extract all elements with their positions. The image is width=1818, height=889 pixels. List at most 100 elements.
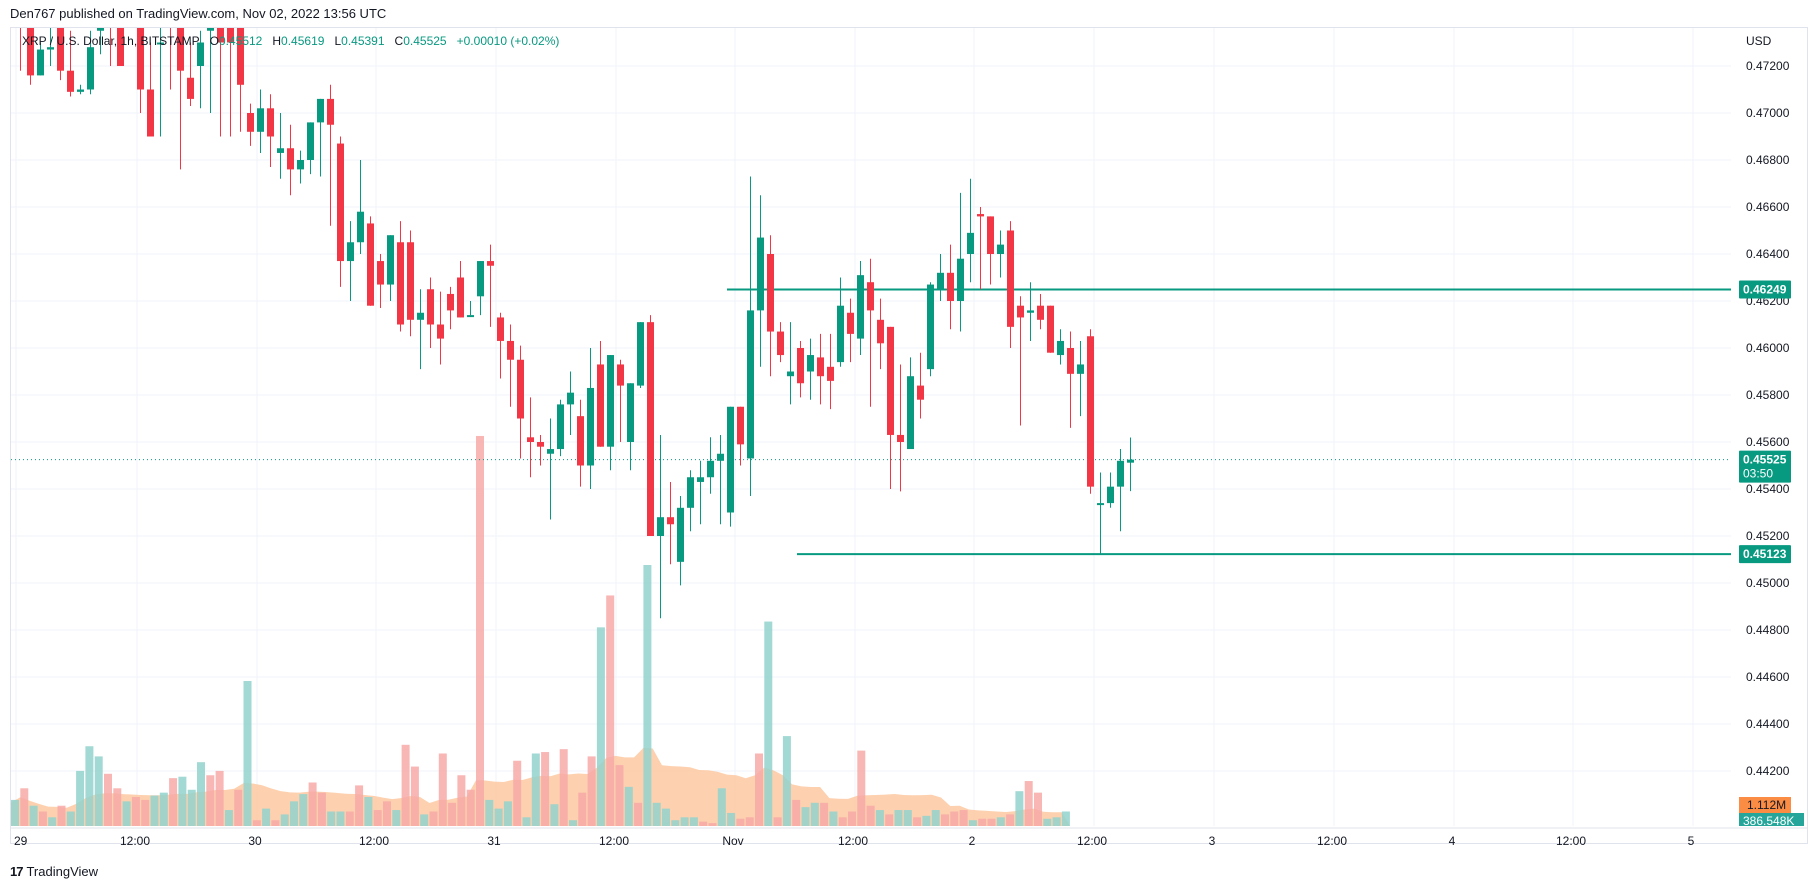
candle-body: [867, 282, 874, 311]
volume-bar: [476, 435, 484, 826]
candle-body: [367, 223, 374, 306]
volume-bar: [299, 794, 308, 826]
price-tick: 0.44200: [1746, 764, 1790, 778]
volume-bar: [141, 799, 150, 826]
low-value: 0.45391: [341, 34, 385, 48]
volume-bar: [76, 770, 85, 826]
candle-body: [507, 340, 514, 360]
time-tick: 5: [1688, 834, 1695, 848]
candle-body: [937, 272, 944, 290]
volume-bar: [169, 778, 178, 826]
volume-bar: [485, 799, 494, 826]
volume-bar: [457, 775, 466, 826]
candle-body: [857, 275, 864, 339]
volume-bar: [959, 810, 968, 826]
volume-bar: [848, 811, 856, 826]
footer-brand[interactable]: 17 TradingView: [10, 864, 98, 879]
candle-body: [97, 28, 104, 31]
candle-body: [1007, 230, 1014, 327]
candle-body: [307, 122, 314, 160]
volume-bar: [820, 802, 829, 826]
volume-bar: [373, 810, 382, 826]
volume-bar: [494, 808, 503, 826]
time-tick: 12:00: [1317, 834, 1347, 848]
candle-body: [17, 19, 24, 24]
volume-bar: [643, 565, 652, 826]
tradingview-logo-icon: 17: [10, 864, 24, 879]
volume-bar: [717, 788, 726, 826]
plot-area[interactable]: [11, 0, 1731, 826]
volume-bar: [801, 807, 810, 826]
close-value: 0.45525: [403, 34, 447, 48]
candle-body: [337, 143, 344, 262]
candle-body: [627, 383, 634, 442]
candle-body: [587, 387, 594, 466]
candle-body: [1057, 340, 1064, 356]
candle-body: [407, 242, 414, 320]
volume-bar: [513, 760, 522, 826]
candle-body: [777, 331, 784, 356]
volume-bar: [559, 749, 568, 826]
candle-body: [1017, 305, 1024, 318]
volume-bar: [1061, 811, 1070, 826]
volume-bar: [596, 627, 605, 826]
time-tick: 4: [1449, 834, 1456, 848]
volume-bar: [1043, 818, 1052, 826]
volume-bar: [271, 820, 280, 826]
candle-body: [1107, 486, 1114, 504]
candle-body: [497, 317, 504, 341]
symbol-title[interactable]: XRP / U.S. Dollar, 1h, BITSTAMP: [22, 34, 200, 48]
volume-bar: [680, 817, 689, 826]
volume-bar: [708, 823, 717, 826]
volume-bar: [66, 811, 75, 826]
price-tick: 0.47200: [1746, 59, 1790, 73]
candle-body: [787, 371, 794, 377]
volume-bar: [885, 814, 894, 826]
candle-body: [567, 392, 574, 405]
price-tick: 0.45200: [1746, 529, 1790, 543]
volume-bar: [727, 812, 736, 826]
volume-ma-badge-bg: [1739, 797, 1791, 813]
candle-body: [357, 211, 364, 243]
volume-bar: [401, 744, 410, 826]
volume-bar: [950, 811, 959, 826]
candle-body: [597, 364, 604, 447]
volume-bar: [317, 792, 326, 826]
volume-bar: [615, 765, 624, 826]
volume-bar: [104, 773, 112, 826]
time-tick: 12:00: [838, 834, 868, 848]
volume-bar: [466, 789, 475, 826]
time-tick: 12:00: [359, 834, 389, 848]
candle-body: [27, 28, 34, 76]
volume-bar: [689, 817, 698, 826]
candle-body: [847, 312, 854, 334]
volume-bar: [187, 789, 196, 826]
candle-body: [1067, 348, 1074, 374]
price-tick: 0.46800: [1746, 153, 1790, 167]
time-tick: 12:00: [1077, 834, 1107, 848]
candle-body: [697, 477, 704, 482]
volume-bar: [522, 817, 531, 826]
chart-frame: [10, 27, 1808, 844]
candle-body: [837, 305, 844, 363]
candle-body: [987, 216, 994, 254]
volume-bar: [922, 815, 931, 826]
candle-body: [247, 113, 254, 132]
volume-badge: 386.548K: [1743, 814, 1794, 828]
candle-body: [687, 477, 694, 508]
volume-bar: [606, 595, 615, 826]
level-price-badge-bg: [1739, 545, 1791, 564]
price-tick: 0.47000: [1746, 106, 1790, 120]
candle-body: [557, 404, 564, 450]
volume-bar: [634, 802, 643, 826]
volume-bar: [290, 801, 298, 826]
bar-countdown: 03:50: [1743, 467, 1773, 481]
volume-bar: [541, 752, 550, 826]
candle-body: [277, 148, 284, 153]
candle-body: [57, 28, 64, 71]
volume-bar: [420, 814, 429, 826]
volume-bar: [345, 811, 354, 826]
candle-body: [577, 416, 584, 466]
candle-body: [187, 77, 194, 99]
